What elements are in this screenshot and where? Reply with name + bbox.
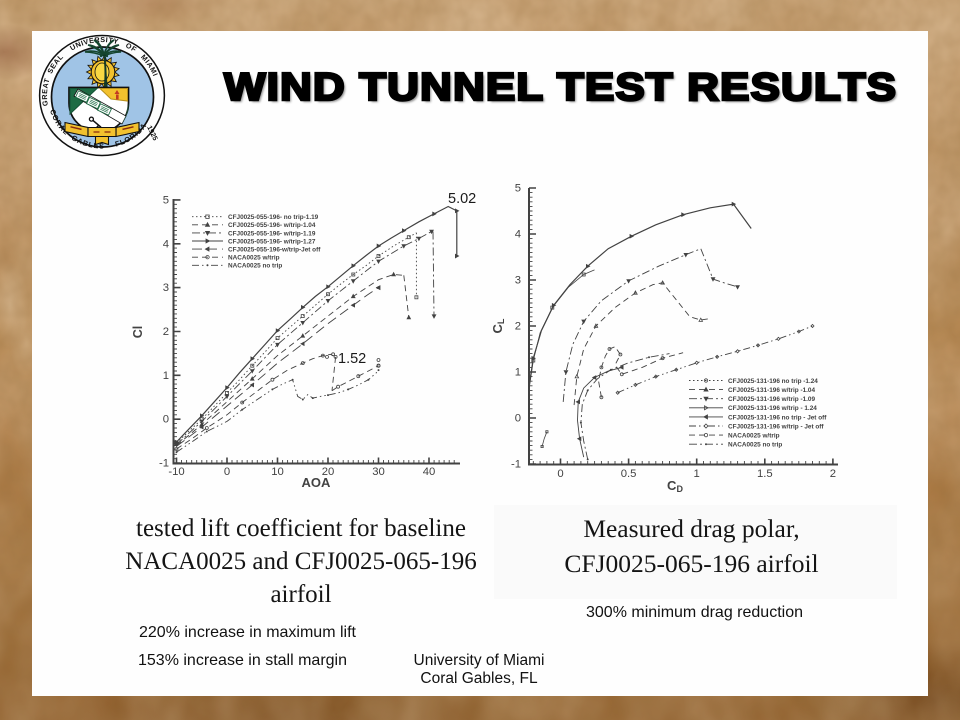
svg-text:0: 0	[163, 414, 169, 426]
svg-text:0: 0	[224, 466, 230, 478]
svg-text:2: 2	[163, 326, 169, 338]
svg-text:1: 1	[694, 468, 700, 480]
svg-text:-1: -1	[511, 459, 521, 471]
svg-text:-10: -10	[168, 466, 184, 478]
svg-text:3: 3	[163, 282, 169, 294]
svg-text:10: 10	[271, 466, 284, 478]
svg-text:1.5: 1.5	[757, 468, 773, 480]
svg-text:CFJ0025-131-196 w/trip - 1.24: CFJ0025-131-196 w/trip - 1.24	[728, 405, 817, 412]
svg-text:CFJ0025-131-196 w/trip -1.09: CFJ0025-131-196 w/trip -1.09	[728, 396, 815, 403]
svg-text:NACA0025 w/trip: NACA0025 w/trip	[728, 433, 780, 440]
svg-text:CFJ0025-131-196 w/trip -1.04: CFJ0025-131-196 w/trip -1.04	[728, 387, 815, 394]
svg-text:0.5: 0.5	[621, 468, 637, 480]
svg-text:30: 30	[372, 466, 385, 478]
svg-text:CFJ0025-131-196 no trip - Jet: CFJ0025-131-196 no trip - Jet off	[728, 414, 827, 421]
svg-text:Cl: Cl	[131, 326, 145, 339]
svg-text:CFJ0025-131-196 no trip -1.24: CFJ0025-131-196 no trip -1.24	[728, 378, 818, 385]
svg-text:1.52: 1.52	[338, 351, 366, 367]
svg-text:CFJ0025-055-196- w/trip-1.19: CFJ0025-055-196- w/trip-1.19	[228, 230, 316, 237]
svg-text:5.02: 5.02	[448, 191, 476, 207]
svg-text:2: 2	[830, 468, 836, 480]
svg-text:1: 1	[515, 367, 521, 379]
svg-text:20: 20	[322, 466, 335, 478]
svg-text:NACA0025 w/trip: NACA0025 w/trip	[228, 255, 280, 262]
svg-text:3: 3	[515, 275, 521, 287]
svg-text:4: 4	[163, 238, 169, 250]
svg-text:1: 1	[163, 370, 169, 382]
svg-text:NACA0025 no trip: NACA0025 no trip	[728, 442, 782, 449]
svg-text:CFJ0025-055-196- w/trip-1.04: CFJ0025-055-196- w/trip-1.04	[228, 222, 316, 229]
svg-text:CL: CL	[490, 318, 506, 333]
svg-text:NACA0025 no trip: NACA0025 no trip	[228, 263, 282, 270]
svg-text:CFJ0025-055-196- w/trip-1.27: CFJ0025-055-196- w/trip-1.27	[228, 238, 316, 245]
svg-text:CFJ0025-131-196 w/trip - Jet o: CFJ0025-131-196 w/trip - Jet off	[728, 423, 824, 430]
svg-text:0: 0	[515, 413, 521, 425]
svg-text:AOA: AOA	[302, 475, 332, 490]
svg-text:4: 4	[515, 229, 521, 241]
svg-text:CD: CD	[667, 478, 683, 494]
svg-text:CFJ0025-055-196-w/trip-Jet off: CFJ0025-055-196-w/trip-Jet off	[228, 247, 321, 254]
svg-text:CFJ0025-055-196- no trip-1.19: CFJ0025-055-196- no trip-1.19	[228, 214, 319, 221]
svg-text:2: 2	[515, 321, 521, 333]
svg-text:5: 5	[163, 194, 169, 206]
svg-text:-1: -1	[159, 458, 169, 470]
svg-text:5: 5	[515, 183, 521, 195]
svg-text:40: 40	[423, 466, 436, 478]
svg-text:0: 0	[557, 468, 563, 480]
